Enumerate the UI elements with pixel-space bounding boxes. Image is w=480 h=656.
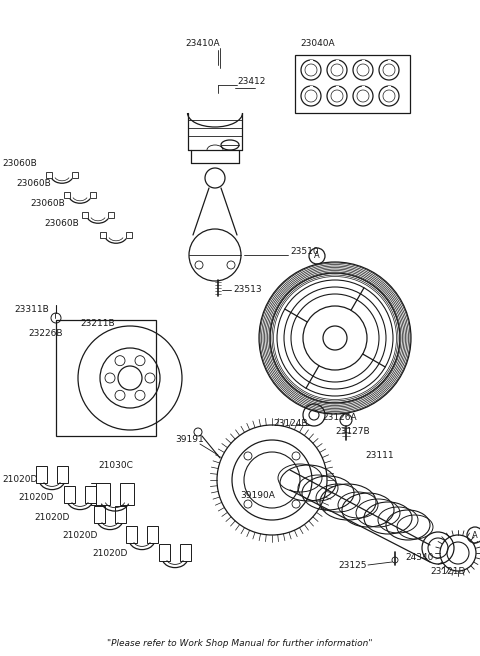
Text: 21020D: 21020D xyxy=(2,476,37,485)
Bar xyxy=(36,466,47,483)
Text: 23510: 23510 xyxy=(290,247,319,256)
Text: 23060B: 23060B xyxy=(16,178,51,188)
Bar xyxy=(46,172,52,178)
Text: A: A xyxy=(314,251,320,260)
Bar xyxy=(85,485,96,503)
Bar xyxy=(120,483,134,505)
Bar xyxy=(82,212,88,218)
Text: 23211B: 23211B xyxy=(80,319,115,327)
Text: "Please refer to Work Shop Manual for further information": "Please refer to Work Shop Manual for fu… xyxy=(107,640,373,649)
Bar xyxy=(64,192,70,198)
Text: 21030C: 21030C xyxy=(98,461,133,470)
Bar xyxy=(126,525,137,543)
Bar xyxy=(72,172,78,178)
Text: 23060B: 23060B xyxy=(44,218,79,228)
Text: 39191: 39191 xyxy=(175,436,204,445)
Bar xyxy=(159,544,170,561)
Bar xyxy=(147,525,158,543)
Text: 23311B: 23311B xyxy=(14,306,49,314)
Text: 39190A: 39190A xyxy=(240,491,275,499)
Bar xyxy=(126,232,132,238)
Bar xyxy=(96,483,110,505)
Bar xyxy=(57,466,68,483)
Text: 24340: 24340 xyxy=(405,554,433,562)
Text: 21020D: 21020D xyxy=(92,548,127,558)
Text: 23040A: 23040A xyxy=(300,39,335,47)
Text: 23060B: 23060B xyxy=(30,199,65,207)
Bar xyxy=(94,506,105,523)
Text: 21020D: 21020D xyxy=(18,493,53,502)
Bar xyxy=(180,544,191,561)
Bar xyxy=(115,506,126,523)
Text: 23412: 23412 xyxy=(237,77,265,87)
Text: 21020D: 21020D xyxy=(62,531,97,539)
Bar xyxy=(56,320,156,436)
Text: 23127B: 23127B xyxy=(335,428,370,436)
Text: 23111: 23111 xyxy=(365,451,394,459)
Text: 23513: 23513 xyxy=(233,285,262,295)
Text: 23121D: 23121D xyxy=(430,567,466,577)
Bar xyxy=(295,55,410,113)
Text: A: A xyxy=(472,531,478,539)
Bar xyxy=(100,232,106,238)
Text: 23226B: 23226B xyxy=(28,329,62,337)
Text: 21020D: 21020D xyxy=(34,512,70,522)
Text: 23125: 23125 xyxy=(338,560,367,569)
Text: 23410A: 23410A xyxy=(185,39,220,47)
Bar xyxy=(90,192,96,198)
Text: 23124B: 23124B xyxy=(273,419,308,428)
Bar xyxy=(108,212,114,218)
Bar xyxy=(64,485,75,503)
Text: 23060B: 23060B xyxy=(2,159,37,167)
Text: 23126A: 23126A xyxy=(322,413,357,422)
